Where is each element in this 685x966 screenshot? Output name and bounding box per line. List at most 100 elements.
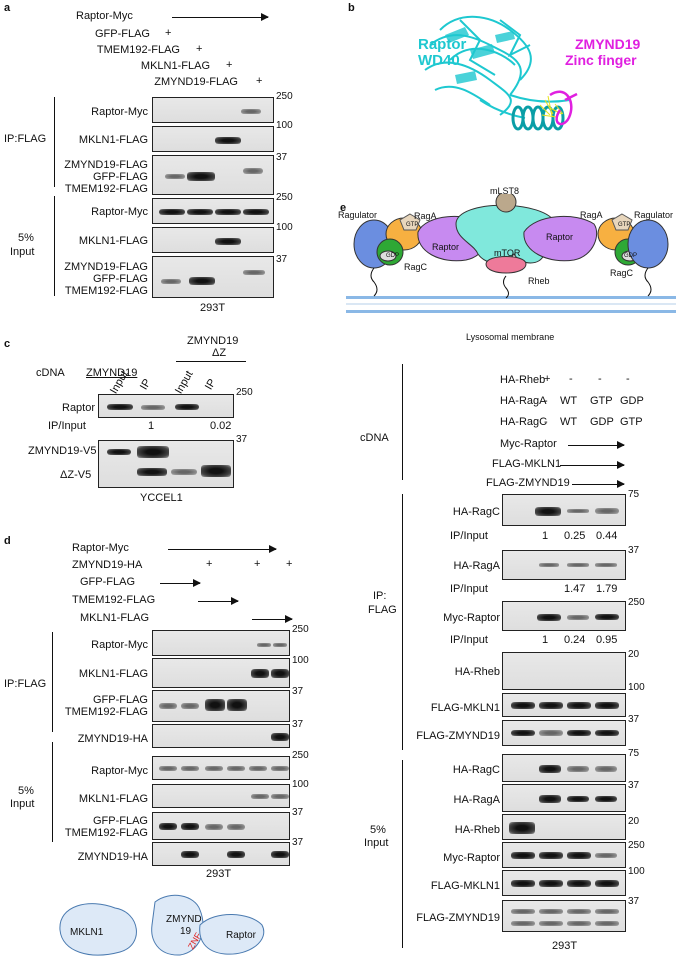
gtp-label: GTP <box>618 222 631 228</box>
input-percent: 5% <box>18 785 34 797</box>
mw-marker: 37 <box>276 152 288 163</box>
gfp-arrow <box>160 579 201 587</box>
mkln1-arrow <box>252 615 293 623</box>
raptor-myc-arrow <box>172 13 269 21</box>
ratio-value: 0.24 <box>564 634 586 646</box>
mtor-label: mTOR <box>494 248 521 258</box>
blot-label: HA-RagA <box>453 794 500 806</box>
blot-label: MKLN1-FLAG <box>78 134 148 146</box>
raptor-myc-label: Raptor-Myc <box>72 542 129 554</box>
plus-mark: + <box>286 558 293 570</box>
western-blot <box>152 784 290 808</box>
plus-mark: + <box>206 558 213 570</box>
arrow <box>572 480 625 488</box>
ragc-label: RagC <box>404 262 428 272</box>
ip-bracket <box>52 632 53 732</box>
raptor-myc-arrow <box>168 545 277 553</box>
cdna-bracket <box>402 364 403 480</box>
ragc-val: WT <box>560 416 578 428</box>
western-blot <box>152 724 290 748</box>
mkln1-flag-label: MKLN1-FLAG <box>140 60 210 72</box>
blot-label: HA-RagC <box>452 506 500 518</box>
schematic-mkln1: MKLN1 <box>70 927 104 938</box>
ratio-value: 0.02 <box>210 420 232 432</box>
western-blot <box>502 842 626 868</box>
western-blot <box>502 720 626 746</box>
ragc-val: - <box>544 416 548 428</box>
panel-e-letter: e <box>340 202 347 214</box>
mlst8-label: mLST8 <box>490 186 520 196</box>
raptor-label: Raptor <box>432 242 460 252</box>
blot-label: ZMYND19-HA <box>77 851 148 863</box>
panel-d-letter: d <box>4 535 11 547</box>
dz-label: ΔZ <box>212 347 227 359</box>
ratio-value: 0.25 <box>564 530 586 542</box>
mw-marker: 250 <box>276 192 293 203</box>
western-blot <box>152 756 290 780</box>
zmynd19-v5-label: ZMYND19-V5 <box>28 445 97 457</box>
mw-marker: 250 <box>276 91 293 102</box>
western-blot <box>152 155 274 195</box>
mw-marker: 20 <box>628 649 640 660</box>
blot-label: GFP-FLAG <box>92 171 148 183</box>
western-blot <box>152 227 274 253</box>
input-bracket <box>52 742 53 842</box>
western-blot <box>152 256 274 298</box>
western-blot <box>152 842 290 866</box>
blot-label: FLAG-MKLN1 <box>430 702 500 714</box>
blot-label: HA-Rheb <box>454 666 500 678</box>
mkln1-flag-label: MKLN1-FLAG <box>80 612 150 624</box>
rheb-label: Rheb <box>528 276 550 286</box>
mtorc1-diagram <box>346 194 676 313</box>
gtp-label: GTP <box>406 222 419 228</box>
ratio-value: 0.44 <box>596 530 618 542</box>
mw-marker: 250 <box>628 840 645 851</box>
ratio-value: 1.47 <box>564 583 586 595</box>
mw-marker: 250 <box>292 750 309 761</box>
raptor-myc-label: Raptor-Myc <box>76 10 133 22</box>
dz-underline <box>176 361 246 362</box>
mw-marker: 37 <box>292 837 304 848</box>
panel-c-letter: c <box>4 338 11 350</box>
input-label: Input <box>364 837 389 849</box>
input-percent: 5% <box>370 824 386 836</box>
blot-label: MKLN1-FLAG <box>78 235 148 247</box>
lane-label: IP <box>138 376 154 392</box>
cell-line-label: 293T <box>200 302 226 314</box>
schematic-raptor: Raptor <box>226 930 257 941</box>
western-blot <box>502 870 626 896</box>
ipinput-label: IP/Input <box>48 420 86 432</box>
panel-a-letter: a <box>4 2 11 14</box>
western-blot <box>152 690 290 722</box>
ip-label: IP: <box>373 590 387 602</box>
raptor-structure-label: Raptor <box>418 36 467 53</box>
raga-val: WT <box>560 395 578 407</box>
flag-label: FLAG <box>368 604 397 616</box>
mw-marker: 100 <box>276 222 293 233</box>
ha-ragc-label: HA-RagC <box>500 416 548 428</box>
blot-label: HA-Rheb <box>454 824 500 836</box>
mw-marker: 37 <box>628 545 640 556</box>
cdna-label: cDNA <box>36 367 65 379</box>
tmem192-flag-label: TMEM192-FLAG <box>72 594 156 606</box>
mw-marker: 75 <box>628 748 640 759</box>
myc-raptor-label: Myc-Raptor <box>500 438 557 450</box>
blot-label: FLAG-ZMYND19 <box>416 912 500 924</box>
cell-line-label: 293T <box>206 868 232 880</box>
plus-mark: + <box>226 59 233 71</box>
blot-label: FLAG-MKLN1 <box>430 880 500 892</box>
western-blot <box>502 754 626 782</box>
tmem192-flag-label: TMEM192-FLAG <box>96 44 180 56</box>
ratio-value: 1 <box>542 634 549 646</box>
ragc-val: GTP <box>620 416 643 428</box>
schematic-19: 19 <box>180 926 192 937</box>
arrow <box>560 461 625 469</box>
ratio-value: 1 <box>148 420 155 432</box>
cell-line-label: YCCEL1 <box>140 492 183 504</box>
mw-marker: 100 <box>628 682 645 693</box>
gfp-flag-label: GFP-FLAG <box>80 576 136 588</box>
flag-mkln1-label: FLAG-MKLN1 <box>492 458 562 470</box>
mw-marker: 37 <box>292 719 304 730</box>
blot-label: HA-RagC <box>452 764 500 776</box>
mw-marker: 75 <box>628 489 640 500</box>
